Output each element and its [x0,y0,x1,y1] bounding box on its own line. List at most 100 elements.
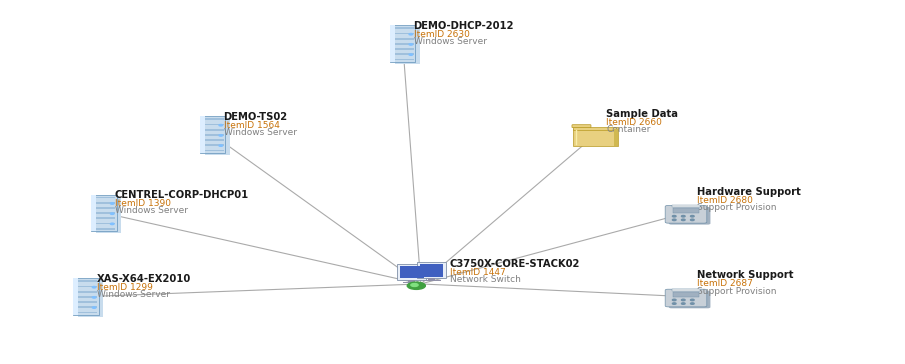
Text: ItemID 2687: ItemID 2687 [697,279,753,288]
FancyBboxPatch shape [202,150,224,151]
FancyBboxPatch shape [93,197,115,198]
Text: Windows Server: Windows Server [414,37,487,46]
FancyBboxPatch shape [75,306,97,308]
FancyBboxPatch shape [75,280,97,282]
FancyBboxPatch shape [93,228,115,230]
Circle shape [409,44,413,45]
FancyBboxPatch shape [202,123,224,125]
Circle shape [219,135,223,136]
FancyBboxPatch shape [93,223,115,225]
Circle shape [681,299,685,301]
FancyBboxPatch shape [202,139,224,141]
Circle shape [681,219,685,221]
Circle shape [409,54,413,55]
Circle shape [691,215,694,217]
FancyBboxPatch shape [93,202,115,203]
FancyBboxPatch shape [75,296,97,298]
Circle shape [110,203,114,204]
Text: Support Provision: Support Provision [697,286,776,296]
FancyBboxPatch shape [75,285,97,287]
FancyBboxPatch shape [408,280,415,282]
FancyBboxPatch shape [673,292,699,297]
Circle shape [672,219,676,221]
FancyBboxPatch shape [665,289,707,307]
Text: Hardware Support: Hardware Support [697,187,801,197]
Text: Container: Container [606,125,651,134]
FancyBboxPatch shape [395,27,420,64]
FancyBboxPatch shape [75,301,97,303]
FancyBboxPatch shape [202,118,224,120]
Circle shape [219,124,223,126]
FancyBboxPatch shape [665,205,707,223]
FancyBboxPatch shape [202,129,224,131]
Text: ItemID 1299: ItemID 1299 [97,283,153,292]
FancyBboxPatch shape [205,118,230,155]
Text: Network Support: Network Support [697,270,794,280]
Text: DEMO-DHCP-2012: DEMO-DHCP-2012 [414,21,514,31]
Text: DEMO-TS02: DEMO-TS02 [224,112,288,122]
Text: Windows Server: Windows Server [224,128,297,137]
Text: ItemID 2630: ItemID 2630 [414,30,470,39]
FancyBboxPatch shape [73,278,99,315]
Text: Windows Server: Windows Server [97,290,170,299]
FancyBboxPatch shape [669,207,710,225]
FancyBboxPatch shape [93,212,115,214]
Circle shape [691,219,694,221]
Circle shape [92,286,96,288]
Text: Sample Data: Sample Data [606,109,679,119]
Circle shape [92,297,96,298]
FancyBboxPatch shape [93,217,115,219]
Circle shape [409,33,413,35]
FancyBboxPatch shape [93,207,115,209]
Circle shape [110,223,114,225]
FancyBboxPatch shape [392,48,414,50]
Text: Windows Server: Windows Server [115,206,188,215]
FancyBboxPatch shape [202,134,224,136]
Text: ItemID 2660: ItemID 2660 [606,118,662,127]
FancyBboxPatch shape [614,129,618,146]
FancyBboxPatch shape [73,278,78,315]
Circle shape [672,303,676,304]
Text: XAS-X64-EX2010: XAS-X64-EX2010 [97,274,191,284]
FancyBboxPatch shape [392,38,414,40]
FancyBboxPatch shape [420,264,443,277]
Text: ItemID 1390: ItemID 1390 [115,199,171,208]
FancyBboxPatch shape [392,27,414,29]
FancyBboxPatch shape [91,195,96,231]
Text: ItemID 2680: ItemID 2680 [697,195,753,205]
FancyBboxPatch shape [75,312,97,313]
FancyBboxPatch shape [75,291,97,293]
Circle shape [219,145,223,146]
FancyBboxPatch shape [672,289,700,290]
Text: Support Provision: Support Provision [697,203,776,212]
FancyBboxPatch shape [392,32,414,34]
Text: Network Switch: Network Switch [450,275,520,284]
FancyBboxPatch shape [573,127,618,130]
Circle shape [672,299,676,301]
Text: CENTREL-CORP-DHCP01: CENTREL-CORP-DHCP01 [115,190,249,200]
Circle shape [411,284,418,286]
FancyBboxPatch shape [672,205,700,207]
FancyBboxPatch shape [423,280,441,281]
Text: ItemID 1564: ItemID 1564 [224,121,280,130]
FancyBboxPatch shape [428,278,435,280]
FancyBboxPatch shape [392,43,414,45]
Circle shape [110,213,114,214]
FancyBboxPatch shape [200,116,205,153]
FancyBboxPatch shape [573,129,618,146]
Text: ItemID 1447: ItemID 1447 [450,268,506,277]
FancyBboxPatch shape [91,195,117,231]
Circle shape [92,307,96,308]
FancyBboxPatch shape [392,54,414,55]
Circle shape [672,215,676,217]
FancyBboxPatch shape [200,116,225,153]
FancyBboxPatch shape [96,197,121,233]
Text: C3750X-CORE-STACK02: C3750X-CORE-STACK02 [450,259,580,269]
FancyBboxPatch shape [390,25,415,62]
FancyBboxPatch shape [78,280,103,317]
Circle shape [681,215,685,217]
FancyBboxPatch shape [572,125,591,128]
Circle shape [681,303,685,304]
FancyBboxPatch shape [392,59,414,60]
FancyBboxPatch shape [202,145,224,146]
